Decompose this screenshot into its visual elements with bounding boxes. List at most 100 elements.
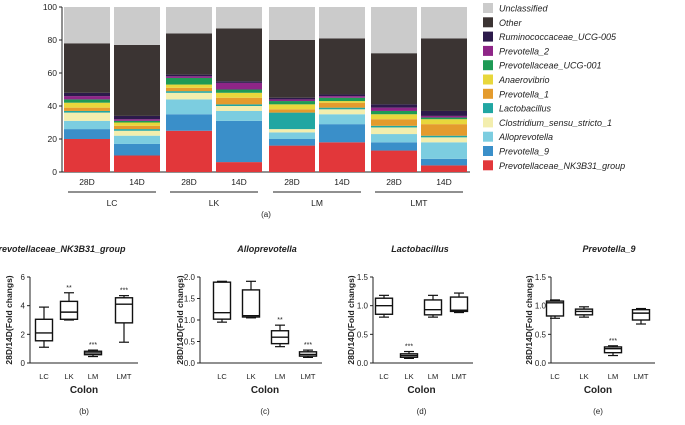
bar-segment bbox=[319, 124, 365, 143]
bar-segment bbox=[269, 99, 315, 102]
box-iqr bbox=[241, 289, 261, 318]
bar-segment bbox=[114, 115, 160, 120]
box-LMT bbox=[449, 292, 469, 314]
y-tick-label-a: 60 bbox=[48, 68, 58, 78]
legend-swatch bbox=[483, 31, 493, 42]
bar-segment bbox=[269, 7, 315, 40]
group-label: LK bbox=[209, 198, 220, 208]
box-LC bbox=[374, 294, 394, 318]
box-iqr bbox=[34, 318, 54, 342]
bar-segment bbox=[114, 120, 160, 123]
bar-segment bbox=[216, 89, 262, 93]
y-tick-label: 1.5 bbox=[184, 295, 196, 304]
bar-segment bbox=[269, 101, 315, 105]
box-LMT bbox=[631, 307, 651, 325]
box-LMT bbox=[298, 349, 318, 359]
bar-segment bbox=[371, 134, 417, 143]
bar-segment bbox=[319, 101, 365, 103]
x-tick-label: LK bbox=[404, 372, 413, 381]
legend-swatch bbox=[483, 17, 493, 28]
legend-label: Unclassified bbox=[499, 4, 549, 14]
box-iqr bbox=[545, 300, 565, 317]
group-label: LC bbox=[107, 198, 118, 208]
y-tick-label: 0.0 bbox=[357, 359, 369, 368]
x-tick-label: LM bbox=[88, 372, 98, 381]
box-LK bbox=[574, 306, 594, 318]
bar-segment bbox=[371, 110, 417, 115]
legend-swatch bbox=[483, 3, 493, 13]
x-axis-label: Colon bbox=[70, 385, 98, 396]
bar-segment bbox=[216, 120, 262, 163]
bar-segment bbox=[269, 40, 315, 98]
box-LK bbox=[241, 280, 261, 319]
bar-segment bbox=[216, 7, 262, 29]
bar-segment bbox=[421, 135, 467, 138]
legend-label: Prevotella_1 bbox=[499, 89, 549, 99]
x-tick-label-a: 14D bbox=[436, 177, 452, 187]
caption-a: (a) bbox=[261, 210, 271, 219]
legend-label: Clostridium_sensu_stricto_1 bbox=[499, 118, 612, 128]
caption: (e) bbox=[593, 407, 603, 416]
box-LM bbox=[423, 294, 443, 318]
bar-segment bbox=[114, 119, 160, 121]
x-tick-label: LMT bbox=[634, 372, 649, 381]
bar-segment bbox=[114, 155, 160, 172]
bar-segment bbox=[421, 7, 467, 39]
y-axis-label: 28D/14D(Fold changs) bbox=[4, 275, 14, 364]
bar-segment bbox=[421, 38, 467, 111]
bar-segment bbox=[166, 74, 212, 77]
y-tick-label: 4 bbox=[21, 302, 26, 311]
legend-label: Anaerovibrio bbox=[498, 75, 550, 85]
box-iqr bbox=[631, 308, 651, 321]
bar-segment bbox=[166, 84, 212, 88]
bar-segment bbox=[421, 115, 467, 118]
box-LMT bbox=[114, 295, 134, 343]
bar-segment bbox=[421, 119, 467, 125]
bar-segment bbox=[64, 107, 110, 111]
y-tick-label-a: 80 bbox=[48, 35, 58, 45]
significance-mark: ** bbox=[277, 317, 283, 324]
bar-segment bbox=[421, 110, 467, 116]
box-iqr bbox=[212, 281, 232, 320]
legend-swatch bbox=[483, 117, 493, 128]
y-tick-label: 2 bbox=[21, 330, 26, 339]
bar-segment bbox=[166, 92, 212, 100]
group-label: LM bbox=[311, 198, 323, 208]
bar-segment bbox=[269, 104, 315, 110]
bar-segment bbox=[421, 117, 467, 120]
x-tick-label: LK bbox=[246, 372, 255, 381]
x-tick-label: LC bbox=[39, 372, 49, 381]
bar-segment bbox=[421, 158, 467, 166]
bar-segment bbox=[269, 109, 315, 113]
x-tick-label-a: 28D bbox=[284, 177, 300, 187]
legend-swatch bbox=[483, 60, 493, 71]
significance-mark: *** bbox=[89, 342, 97, 349]
x-tick-label: LC bbox=[550, 372, 560, 381]
bar-segment bbox=[319, 97, 365, 102]
y-tick-label: 0 bbox=[21, 359, 26, 368]
x-axis-label: Colon bbox=[251, 385, 279, 396]
bar-segment bbox=[371, 7, 417, 54]
x-tick-label: LM bbox=[275, 372, 285, 381]
bar-segment bbox=[64, 96, 110, 100]
bar-segment bbox=[166, 87, 212, 92]
box-LK bbox=[59, 292, 79, 321]
bar-segment bbox=[421, 165, 467, 172]
bar-segment bbox=[216, 81, 262, 83]
bar-segment bbox=[114, 122, 160, 126]
x-tick-label-a: 28D bbox=[386, 177, 402, 187]
bar-segment bbox=[64, 99, 110, 103]
bar-segment bbox=[269, 132, 315, 139]
bar-segment bbox=[421, 124, 467, 136]
bar-segment bbox=[64, 129, 110, 139]
legend-swatch bbox=[483, 160, 493, 171]
bar-segment bbox=[166, 114, 212, 131]
bar-segment bbox=[216, 110, 262, 121]
legend-swatch bbox=[483, 131, 493, 142]
bar-segment bbox=[216, 97, 262, 105]
y-tick-label: 1.0 bbox=[357, 302, 369, 311]
bar-segment bbox=[269, 112, 315, 130]
y-tick-label: 0.5 bbox=[357, 330, 369, 339]
panel-title: Prevotellaceae_NK3B31_group bbox=[0, 244, 126, 254]
x-tick-label: LC bbox=[217, 372, 227, 381]
